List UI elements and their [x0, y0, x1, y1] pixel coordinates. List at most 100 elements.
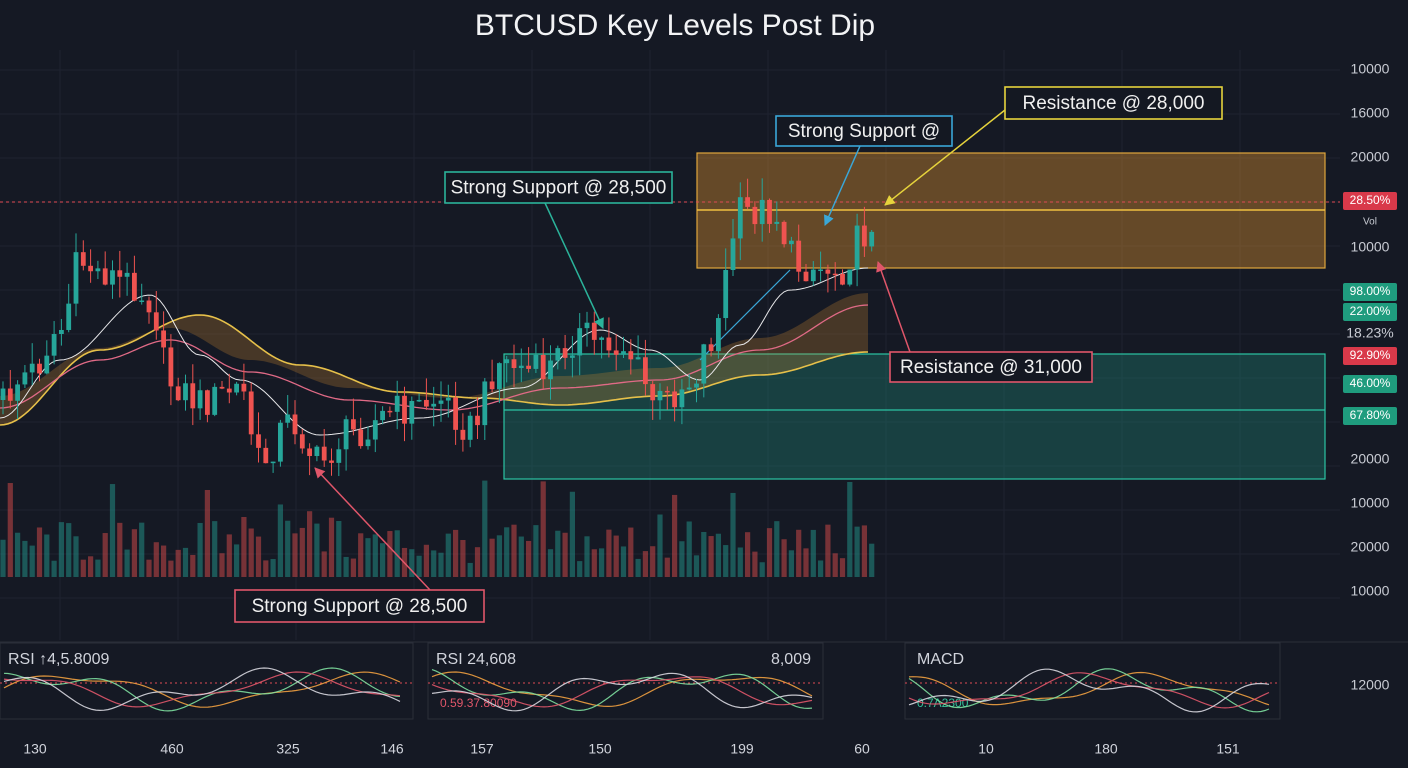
volume-bar [292, 533, 298, 577]
volume-bar [124, 549, 130, 577]
candle [745, 197, 750, 207]
candles [0, 178, 875, 477]
annotation-arrow [544, 202, 604, 329]
price-label: 46.00% [1350, 376, 1391, 390]
volume-bar [88, 556, 94, 577]
candle [767, 199, 772, 224]
price-label: 20000 [1351, 149, 1390, 165]
candle [628, 351, 634, 360]
volume-bar [825, 524, 831, 577]
volume-bar [781, 539, 787, 577]
volume-bar [58, 522, 64, 577]
volume-bar [664, 557, 670, 577]
candle [212, 386, 218, 415]
volume-bar [204, 489, 210, 577]
candle [759, 199, 765, 225]
volume-bar [628, 527, 634, 577]
annotation-label: Resistance @ 31,000 [900, 357, 1082, 378]
indicator-line [3, 671, 401, 708]
volume-bar [650, 546, 656, 577]
volume-bar [730, 492, 736, 577]
volume-bar [547, 549, 554, 577]
volume-bar [73, 536, 79, 577]
volume-bar [453, 529, 459, 577]
volume-bar [869, 543, 875, 577]
volume-bar [533, 525, 539, 577]
volume-bar [686, 521, 692, 577]
candle [0, 388, 6, 400]
price-label: 92.90% [1350, 348, 1391, 362]
annotation-box [234, 589, 485, 623]
candle [840, 273, 845, 285]
volume-bar [44, 534, 50, 577]
volume-bar [854, 526, 860, 577]
candle [577, 328, 583, 356]
volume-bar [518, 536, 524, 577]
price-label: 10000 [1351, 583, 1390, 599]
volume-bar [591, 549, 597, 577]
candle [431, 403, 437, 407]
volume-bar [234, 544, 240, 577]
candle [329, 460, 334, 463]
volume-bar [504, 527, 510, 577]
volume-bar [599, 548, 605, 577]
volume-bar [29, 545, 35, 577]
annotation-label: Strong Support @ 28,500 [252, 596, 468, 617]
volume [0, 480, 875, 577]
candle [723, 270, 729, 319]
candle [15, 384, 20, 401]
volume-bar [358, 533, 364, 577]
candle [241, 383, 247, 392]
x-tick-label: 460 [160, 741, 184, 757]
candle [643, 357, 648, 385]
volume-bar [343, 556, 349, 577]
indicator-line [431, 671, 813, 708]
candle [774, 221, 780, 224]
candle [701, 344, 707, 384]
candle [365, 439, 371, 447]
candle [854, 225, 860, 270]
volume-bar [642, 551, 648, 577]
indicator-panel [904, 642, 1281, 720]
candle [445, 397, 451, 401]
candle [424, 399, 429, 407]
candle [526, 365, 531, 369]
indicator-line [908, 668, 1270, 713]
volume-bar [248, 528, 254, 577]
candle [460, 429, 466, 440]
volume-bar [460, 539, 466, 577]
volume-bar [796, 529, 802, 577]
candle [518, 365, 524, 369]
candle [175, 386, 181, 401]
volume-bar [387, 531, 393, 577]
volume-bar [693, 555, 700, 577]
volume-bar [226, 534, 232, 577]
x-tick-label: 180 [1094, 741, 1118, 757]
indicator-label: RSI 24,608 [436, 651, 516, 668]
annotations: Resistance @ 28,000 Strong Support @ Stron… [234, 86, 1223, 623]
volume-bar [445, 533, 451, 577]
price-badge [1343, 407, 1397, 425]
volume-bar [752, 551, 758, 577]
volume-bar [321, 551, 327, 577]
candle [869, 231, 875, 247]
candle [285, 414, 291, 423]
volume-bar [818, 560, 824, 577]
annotation-box [889, 351, 1093, 383]
candle [613, 350, 619, 355]
candle [102, 268, 108, 285]
candle [781, 221, 787, 245]
candle [197, 390, 203, 409]
price-label: 18.23% [1346, 325, 1393, 341]
volume-bar [467, 562, 473, 577]
volume-bar [365, 538, 371, 577]
candle [796, 240, 802, 272]
volume-bar [832, 553, 838, 577]
indicator-panel [427, 642, 824, 720]
volume-bar [146, 559, 152, 577]
x-tick-label: 130 [23, 741, 47, 757]
candle [44, 355, 50, 374]
chart-title: BTCUSD Key Levels Post Dip [475, 9, 875, 42]
volume-bar [372, 534, 378, 577]
